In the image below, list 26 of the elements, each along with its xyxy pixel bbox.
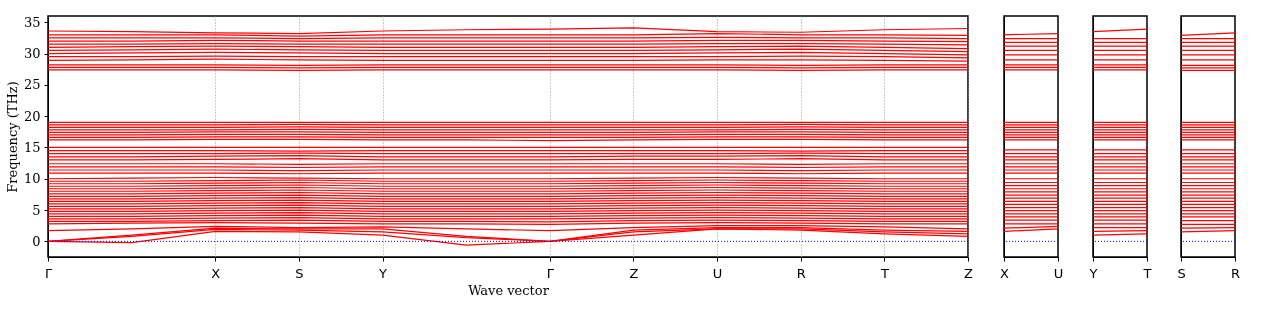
y-tick-label: 20: [23, 108, 41, 124]
x-tick-label: Z: [629, 265, 639, 281]
x-tick-label: T: [1142, 265, 1152, 281]
y-axis-title: Frequency (THz): [4, 81, 20, 193]
x-axis-title: Wave vector: [468, 282, 550, 298]
x-tick-label: U: [1053, 265, 1064, 281]
x-tick-label: Y: [378, 265, 388, 281]
x-tick-label: S: [295, 265, 304, 281]
y-tick-label: 0: [32, 233, 41, 249]
x-tick-label: Γ: [546, 265, 555, 281]
x-tick-label: S: [1177, 265, 1186, 281]
y-tick-label: 10: [23, 171, 41, 187]
y-tick-label: 15: [23, 139, 41, 155]
x-tick-label: T: [879, 265, 889, 281]
x-tick-label: Y: [1088, 265, 1098, 281]
x-tick-label: Γ: [44, 265, 53, 281]
x-tick-label: X: [211, 265, 221, 281]
y-tick-label: 35: [23, 14, 41, 30]
y-tick-label: 25: [23, 77, 41, 93]
x-tick-label: R: [1230, 265, 1241, 281]
y-tick-label: 30: [23, 46, 41, 62]
x-tick-label: R: [796, 265, 806, 281]
x-tick-label: U: [712, 265, 723, 281]
y-tick-label: 5: [32, 202, 41, 218]
x-tick-label: Z: [964, 265, 974, 281]
x-tick-label: X: [1000, 265, 1010, 281]
